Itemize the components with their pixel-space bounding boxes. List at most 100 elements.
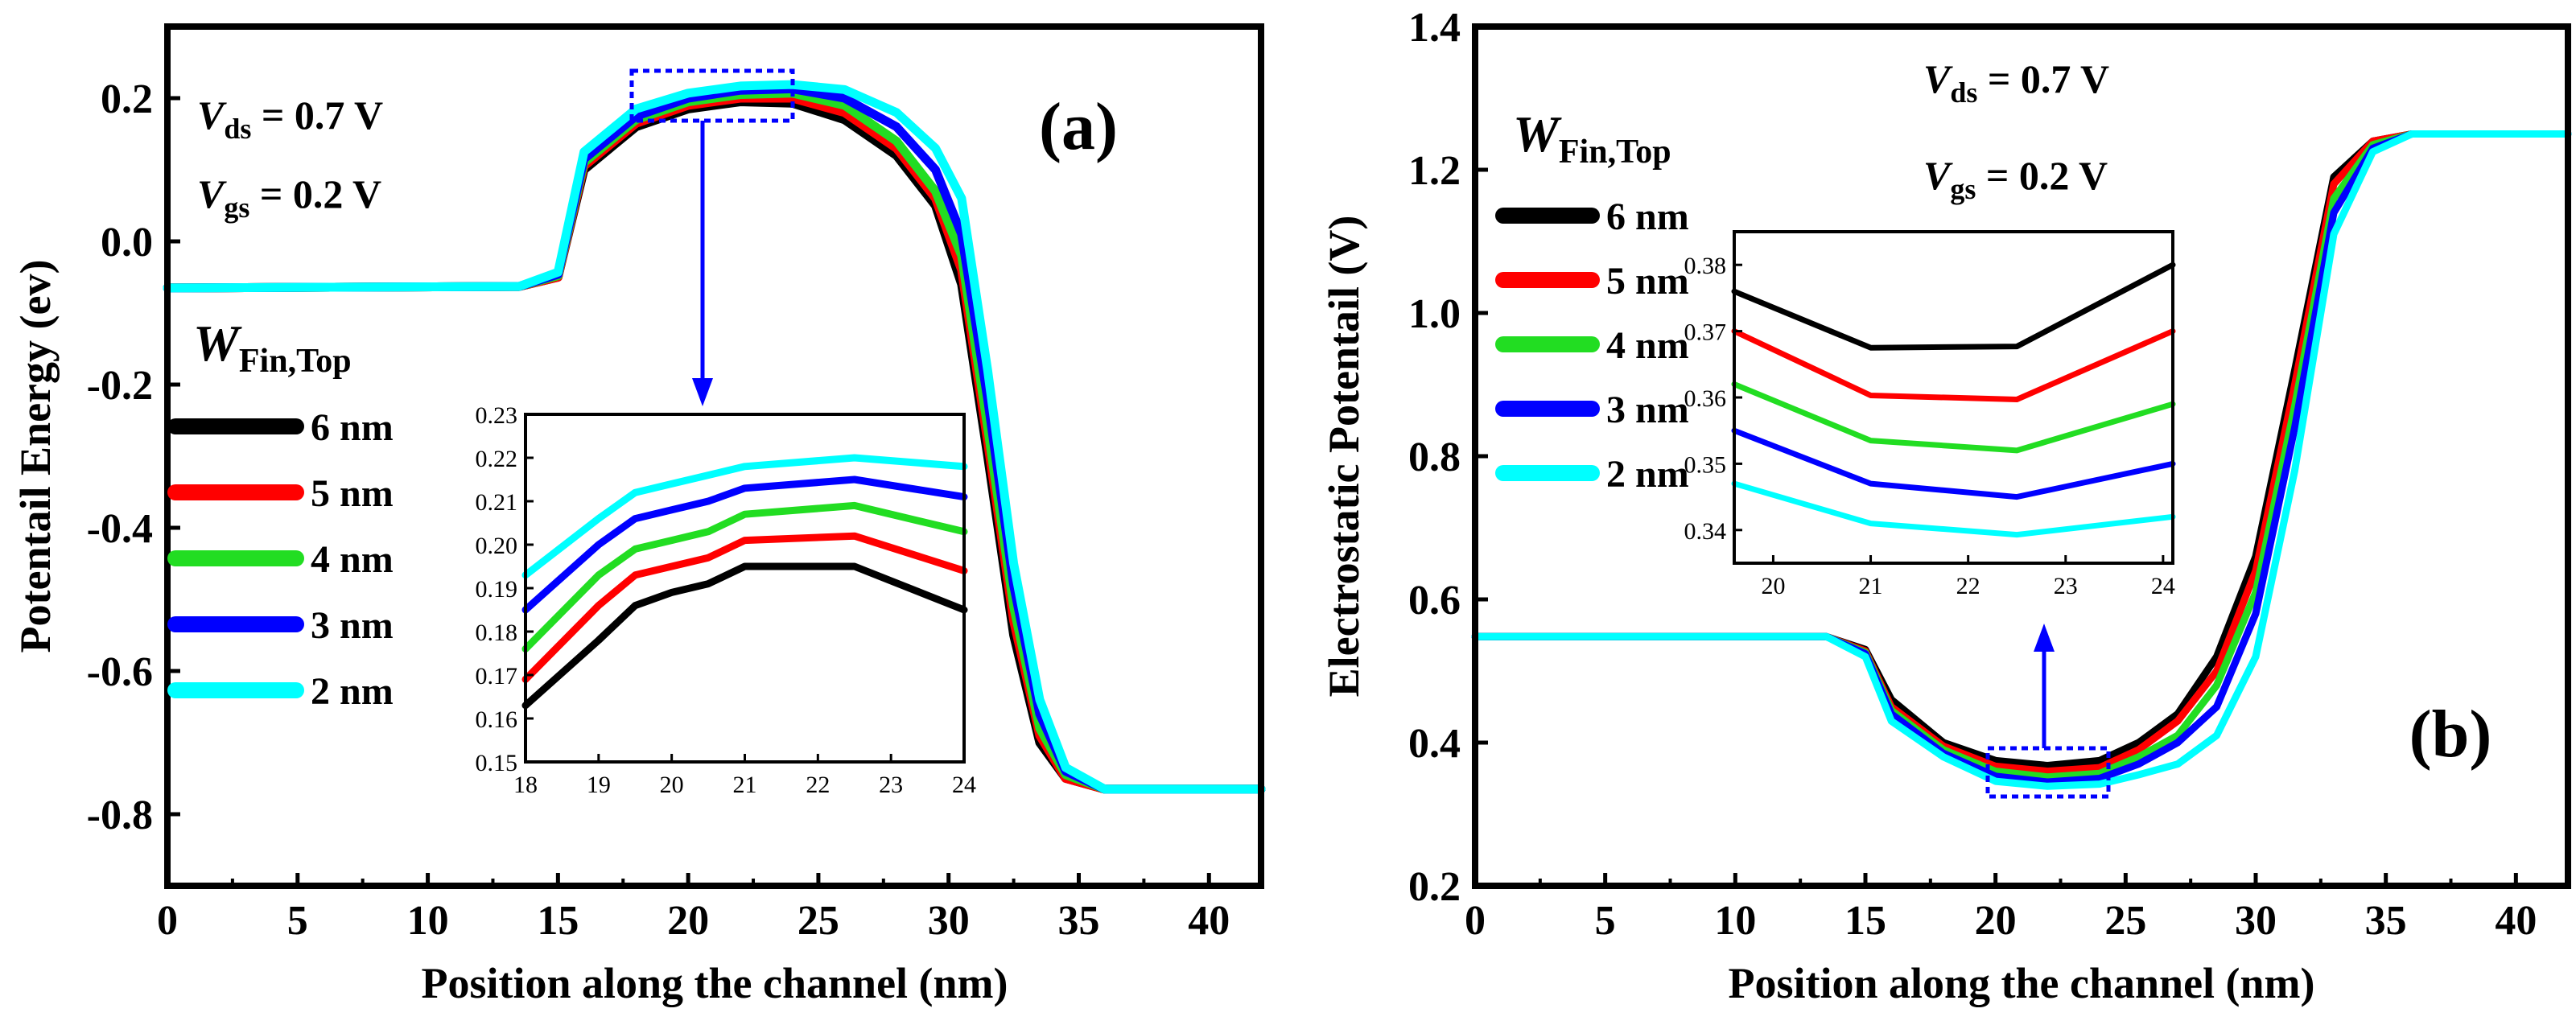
panel-a-y-tick-label: 0.0 bbox=[101, 220, 153, 266]
panel-b-y-tick-label: 1.2 bbox=[1408, 148, 1461, 194]
svg-text:Vds = 0.7 V: Vds = 0.7 V bbox=[197, 93, 383, 145]
svg-text:Vgs = 0.2 V: Vgs = 0.2 V bbox=[197, 171, 381, 224]
panel-a-x-tick-label: 35 bbox=[1058, 898, 1100, 944]
panel-b-legend-label-1: 6 nm bbox=[1606, 196, 1689, 238]
panel-a-inset-x-tick-label: 20 bbox=[660, 772, 684, 798]
svg-text:Vgs = 0.2 V: Vgs = 0.2 V bbox=[1923, 153, 2108, 205]
panel-b-legend: WFin,Top 6 nm 5 nm 4 nm 3 nm 2 nm bbox=[1495, 105, 1689, 496]
panel-b-x-tick-label: 15 bbox=[1844, 898, 1886, 944]
panel-a-inset-x-tick-label: 18 bbox=[513, 772, 538, 798]
panel-a-y-tick-label: -0.8 bbox=[87, 792, 153, 838]
panel-b-zoom-box bbox=[1985, 746, 2111, 799]
panel-a-inset-y-tick-label: 0.20 bbox=[476, 533, 518, 559]
panel-b-inset-x-tick-label: 20 bbox=[1761, 573, 1785, 599]
panel-b-x-tick-label: 20 bbox=[1975, 898, 2017, 944]
panel-a-plot-area bbox=[163, 80, 1266, 794]
panel-b-inset-series-5 bbox=[1731, 480, 2176, 538]
panel-a-inset-y-tick-label: 0.23 bbox=[476, 402, 518, 429]
panel-a-inset-series-5 bbox=[521, 454, 968, 579]
panel-b-y-tick-label: 0.4 bbox=[1408, 721, 1461, 767]
panel-b-inset-x-tick-label: 22 bbox=[1956, 573, 1980, 599]
panel-b-legend-label-5: 2 nm bbox=[1606, 453, 1689, 496]
panel-a-y-tick-label: -0.6 bbox=[87, 649, 153, 695]
panel-a-inset-y-tick-label: 0.21 bbox=[476, 489, 518, 516]
panel-b-x-tick-label: 0 bbox=[1465, 898, 1486, 944]
panel-a-y-tick-label: 0.2 bbox=[101, 76, 153, 122]
panel-a-legend-label-4: 3 nm bbox=[311, 604, 394, 647]
panel-a-inset-x-tick-label: 21 bbox=[733, 772, 757, 798]
panel-a-x-tick-label: 5 bbox=[287, 898, 308, 944]
panel-a-legend-label-5: 2 nm bbox=[311, 670, 394, 713]
panel-a-inset-x-tick-label: 23 bbox=[879, 772, 903, 798]
panel-a-x-tick-label: 40 bbox=[1188, 898, 1230, 944]
panel-b: 0 5 10 15 20 25 30 35 40 0.2 0.4 0.6 0.8 1.0 1.2 1.4 Po… bbox=[1320, 5, 2572, 1007]
panel-a-x-tick-label: 25 bbox=[798, 898, 839, 944]
panel-a-vgs-annotation: Vgs = 0.2 V bbox=[197, 171, 381, 224]
panel-a-legend-label-2: 5 nm bbox=[311, 472, 394, 515]
panel-b-legend-title: WFin,Top bbox=[1513, 105, 1671, 171]
panel-a-x-tick-label: 10 bbox=[407, 898, 449, 944]
panel-a-y-axis-title: Potentail Energy (ev) bbox=[11, 260, 60, 653]
panel-a-inset-x-tick-label: 22 bbox=[806, 772, 830, 798]
panel-a-inset-series-1 bbox=[521, 562, 968, 710]
panel-b-x-tick-label: 30 bbox=[2235, 898, 2277, 944]
panel-b-x-tick-label: 25 bbox=[2104, 898, 2146, 944]
panel-b-x-tick-label: 5 bbox=[1595, 898, 1616, 944]
panel-b-inset-x-tick-label: 21 bbox=[1859, 573, 1883, 599]
panel-b-series-5 bbox=[1471, 130, 2572, 790]
panel-b-inset-y-tick-label: 0.37 bbox=[1684, 319, 1727, 346]
panel-b-y-axis-title: Electrostatic Potentail (V) bbox=[1320, 216, 1368, 698]
panel-b-inset-y-tick-label: 0.36 bbox=[1684, 385, 1727, 412]
panel-b-label: (b) bbox=[2409, 697, 2492, 772]
panel-a-inset-y-tick-label: 0.19 bbox=[476, 576, 518, 603]
panel-b-inset-series-2 bbox=[1731, 328, 2176, 402]
panel-b-inset-series-4 bbox=[1731, 427, 2176, 500]
panel-a-frame bbox=[164, 23, 1264, 889]
panel-b-zoom-arrowhead bbox=[2034, 624, 2055, 652]
panel-a: 0 5 10 15 20 25 30 35 40 -0.8 -0.6 -0.4 -0.2 0.0 0.2 P… bbox=[11, 23, 1266, 1007]
panel-b-plot-area bbox=[1471, 130, 2572, 790]
panel-b-inset-series-3 bbox=[1731, 381, 2176, 454]
panel-b-inset-x-tick-label: 23 bbox=[2054, 573, 2078, 599]
panel-a-ticks: 0 5 10 15 20 25 30 35 40 -0.8 -0.6 -0.4 -0.2 0.0 0.2 bbox=[87, 76, 1230, 944]
panel-b-legend-label-2: 5 nm bbox=[1606, 260, 1689, 303]
panel-a-zoom-box bbox=[629, 68, 795, 123]
panel-b-x-axis-title: Position along the channel (nm) bbox=[1728, 959, 2314, 1007]
panel-b-inset-x-tick-label: 24 bbox=[2151, 573, 2175, 599]
panel-b-x-tick-label: 10 bbox=[1714, 898, 1756, 944]
panel-a-label: (a) bbox=[1039, 89, 1118, 164]
panel-a-inset-y-tick-label: 0.17 bbox=[476, 663, 518, 690]
panel-b-inset-y-tick-label: 0.35 bbox=[1684, 451, 1727, 478]
panel-b-inset-y-tick-label: 0.38 bbox=[1684, 253, 1727, 279]
panel-b-y-tick-label: 0.8 bbox=[1408, 434, 1461, 480]
panel-a-vds-annotation: Vds = 0.7 V bbox=[197, 93, 383, 145]
panel-b-y-tick-label: 1.0 bbox=[1408, 291, 1461, 337]
panel-b-ticks: 0 5 10 15 20 25 30 35 40 0.2 0.4 0.6 0.8 1.0 1.2 1.4 bbox=[1408, 5, 2537, 944]
panel-a-legend-label-3: 4 nm bbox=[311, 538, 394, 581]
panel-a-x-tick-label: 15 bbox=[537, 898, 579, 944]
panel-a-inset-y-tick-label: 0.16 bbox=[476, 706, 518, 733]
panel-a-zoom-arrowhead bbox=[692, 378, 713, 406]
panel-b-y-tick-label: 1.4 bbox=[1408, 5, 1461, 51]
panel-a-series-5 bbox=[163, 80, 1266, 794]
panel-b-y-tick-label: 0.6 bbox=[1408, 578, 1461, 624]
panel-b-vds-annotation: Vds = 0.7 V bbox=[1923, 56, 2109, 109]
panel-a-x-tick-label: 30 bbox=[928, 898, 970, 944]
panel-b-vgs-annotation: Vgs = 0.2 V bbox=[1923, 153, 2108, 205]
panel-a-x-tick-label: 20 bbox=[667, 898, 709, 944]
panel-b-legend-label-3: 4 nm bbox=[1606, 324, 1689, 367]
panel-b-inset-y-tick-label: 0.34 bbox=[1684, 518, 1727, 545]
panel-a-legend: WFin,Top 6 nm 5 nm 4 nm 3 nm 2 nm bbox=[167, 315, 394, 713]
panel-b-inset-series-1 bbox=[1731, 261, 2176, 351]
panel-b-x-tick-label: 35 bbox=[2365, 898, 2407, 944]
panel-a-inset-y-tick-label: 0.18 bbox=[476, 620, 518, 646]
panel-b-y-tick-label: 0.2 bbox=[1408, 864, 1461, 910]
panel-a-inset: 18 19 20 21 22 23 24 0.15 0.16 0.17 0.18 0.19 0.20 0.… bbox=[476, 402, 977, 798]
panel-a-y-tick-label: -0.4 bbox=[87, 506, 153, 552]
panel-a-inset-x-tick-label: 24 bbox=[952, 772, 976, 798]
panel-b-inset: 20 21 22 23 24 0.34 0.35 0.36 0.37 0.38 bbox=[1684, 230, 2176, 599]
panel-b-x-tick-label: 40 bbox=[2495, 898, 2537, 944]
panel-a-legend-title: WFin,Top bbox=[193, 315, 352, 380]
panel-a-inset-x-tick-label: 19 bbox=[587, 772, 611, 798]
